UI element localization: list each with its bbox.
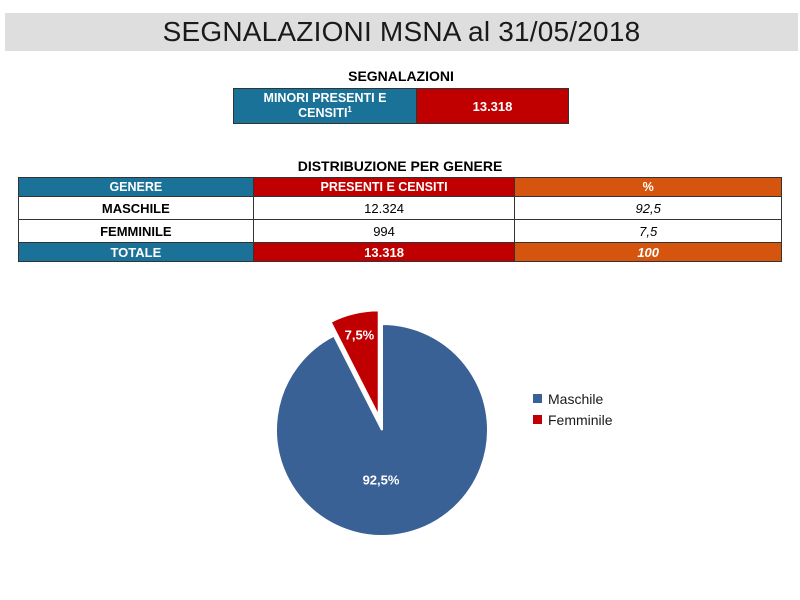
segnalazioni-value: 13.318 — [417, 89, 568, 123]
distribuzione-heading: DISTRIBUZIONE PER GENERE — [297, 158, 503, 174]
legend-item-maschile: Maschile — [533, 388, 613, 409]
header-genere: GENERE — [18, 177, 254, 197]
total-pct: 100 — [514, 242, 782, 262]
pie-slice-maschile — [275, 322, 489, 537]
segnalazioni-label: MINORI PRESENTI E CENSITI — [263, 91, 387, 120]
page-title: SEGNALAZIONI MSNA al 31/05/2018 — [5, 13, 798, 51]
legend-swatch — [533, 394, 542, 403]
row-genere: FEMMINILE — [18, 219, 254, 243]
total-valore: 13.318 — [252, 242, 516, 262]
pie-data-label-femminile: 7,5% — [345, 327, 375, 342]
legend-swatch — [533, 415, 542, 424]
table-header-row: GENERE PRESENTI E CENSITI % — [18, 177, 782, 197]
row-genere: MASCHILE — [18, 196, 254, 220]
row-valore: 994 — [252, 219, 516, 243]
row-pct: 7,5 — [514, 219, 782, 243]
legend-item-femminile: Femminile — [533, 409, 613, 430]
table-row: MASCHILE 12.324 92,5 — [18, 196, 782, 220]
pie-data-label-maschile: 92,5% — [363, 472, 400, 487]
header-presenti: PRESENTI E CENSITI — [252, 177, 516, 197]
distribuzione-table: GENERE PRESENTI E CENSITI % MASCHILE 12.… — [18, 177, 782, 262]
row-pct: 92,5 — [514, 196, 782, 220]
table-total-row: TOTALE 13.318 100 — [18, 242, 782, 262]
segnalazioni-label-cell: MINORI PRESENTI E CENSITI1 — [234, 89, 417, 123]
legend-label: Femminile — [548, 411, 613, 428]
segnalazioni-box: MINORI PRESENTI E CENSITI1 13.318 — [233, 88, 569, 124]
total-genere: TOTALE — [18, 242, 254, 262]
pie-slice-femminile — [329, 309, 380, 417]
row-valore: 12.324 — [252, 196, 516, 220]
segnalazioni-footnote: 1 — [347, 104, 352, 114]
segnalazioni-heading: SEGNALAZIONI — [348, 68, 454, 84]
genere-pie-chart: 92,5% 7,5% — [275, 309, 489, 537]
header-percent: % — [514, 177, 782, 197]
table-row: FEMMINILE 994 7,5 — [18, 219, 782, 243]
legend-label: Maschile — [548, 390, 604, 407]
chart-legend: Maschile Femminile — [533, 388, 613, 430]
